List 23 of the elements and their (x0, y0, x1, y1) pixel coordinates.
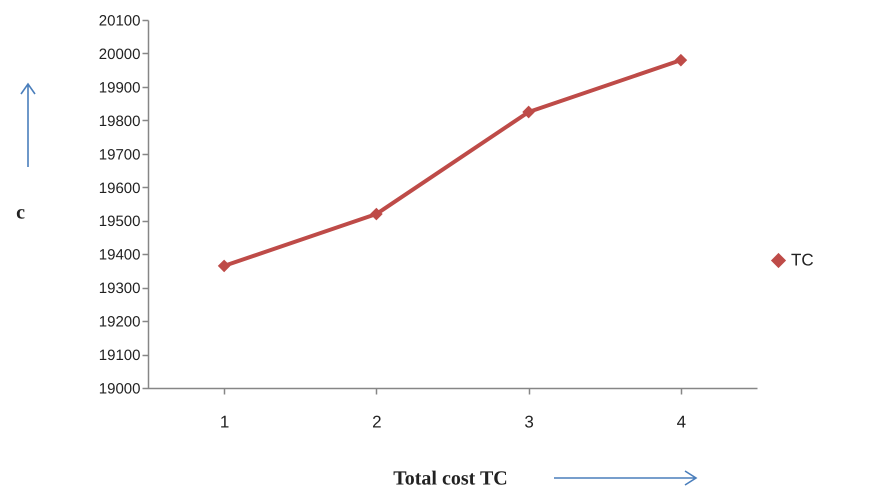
point (522, 106, 535, 118)
y-tick-label: 19900 (98, 79, 140, 96)
y-tick-label: 19200 (98, 314, 140, 331)
point (218, 260, 230, 272)
x-tick-label: 4 (676, 412, 686, 432)
y-axis-title: c (16, 202, 26, 224)
y-tick-label: 19300 (98, 280, 140, 298)
y-tick-label: 19700 (98, 146, 140, 164)
y-tick-label: 19400 (98, 246, 140, 264)
y-tick-label: 20000 (98, 46, 140, 63)
x-tick-label: 2 (372, 412, 382, 432)
y-tick-label: 19600 (98, 180, 140, 197)
x-axis-title: Total cost TC (393, 468, 508, 490)
y-tick-label: 19800 (98, 112, 140, 130)
legend-label: TC (791, 250, 814, 270)
y-tick-label: 19500 (98, 213, 140, 230)
x-tick-label: 3 (524, 412, 534, 432)
y-tick-label: 19100 (98, 347, 140, 364)
point (370, 208, 383, 220)
y-tick-label: 20100 (98, 12, 140, 30)
point (674, 54, 688, 66)
x-tick-label: 1 (220, 412, 230, 432)
y-tick-label: 19000 (98, 380, 140, 398)
